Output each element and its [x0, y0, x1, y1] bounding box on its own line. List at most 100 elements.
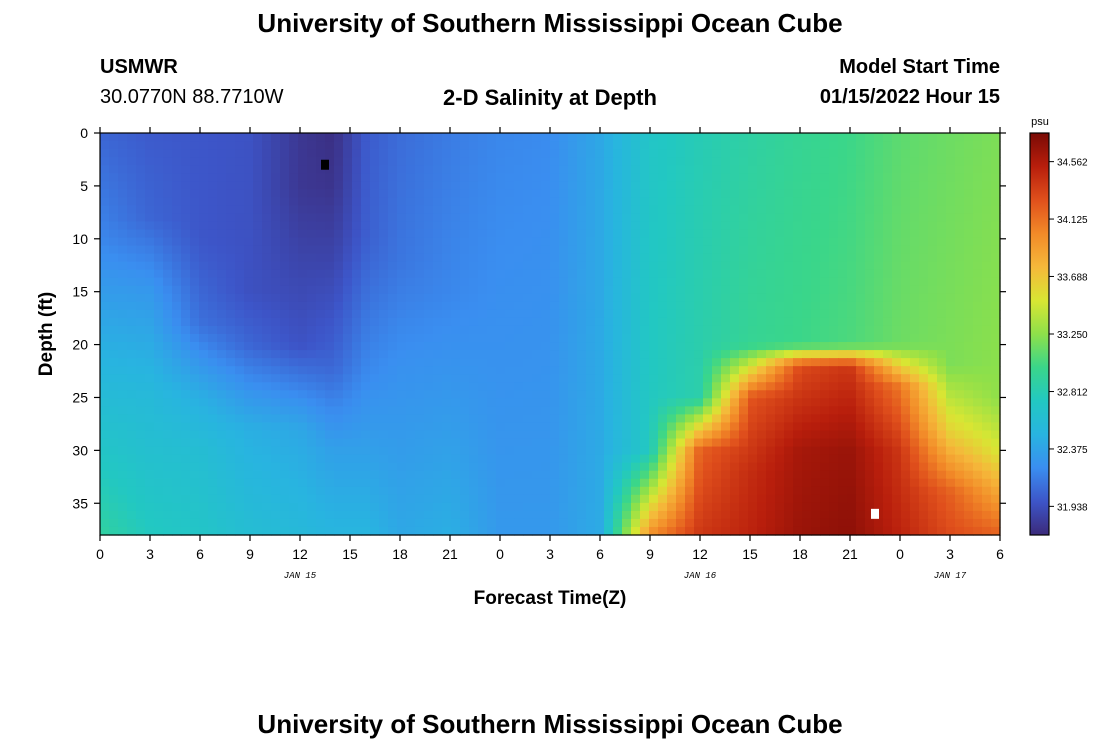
heatmap-cell: [172, 237, 182, 247]
heatmap-cell: [199, 422, 209, 432]
heatmap-cell: [676, 486, 686, 496]
heatmap-cell: [865, 181, 875, 190]
heatmap-cell: [496, 293, 506, 303]
heatmap-cell: [460, 454, 470, 464]
heatmap-cell: [127, 189, 137, 198]
heatmap-cell: [469, 293, 479, 303]
heatmap-cell: [154, 350, 164, 359]
heatmap-cell: [550, 358, 560, 367]
heatmap-cell: [478, 438, 488, 448]
heatmap-cell: [181, 181, 191, 190]
heatmap-cell: [352, 350, 362, 359]
heatmap-cell: [370, 213, 380, 223]
heatmap-cell: [442, 398, 452, 407]
heatmap-cell: [118, 237, 128, 247]
heatmap-cell: [820, 309, 830, 319]
heatmap-cell: [559, 406, 569, 415]
heatmap-cell: [856, 253, 866, 263]
heatmap-cell: [712, 229, 722, 239]
heatmap-cell: [559, 293, 569, 303]
heatmap-cell: [397, 173, 407, 182]
heatmap-cell: [253, 358, 263, 367]
heatmap-cell: [289, 229, 299, 239]
heatmap-cell: [280, 342, 290, 351]
heatmap-cell: [793, 422, 803, 432]
heatmap-cell: [631, 317, 641, 327]
heatmap-cell: [892, 366, 902, 375]
heatmap-cell: [289, 133, 299, 142]
heatmap-cell: [739, 237, 749, 247]
heatmap-cell: [559, 454, 569, 464]
heatmap-cell: [946, 285, 956, 295]
heatmap-cell: [127, 253, 137, 263]
heatmap-cell: [685, 350, 695, 359]
heatmap-cell: [757, 309, 767, 319]
heatmap-cell: [379, 205, 389, 214]
heatmap-cell: [550, 366, 560, 375]
heatmap-cell: [991, 189, 1001, 198]
heatmap-cell: [874, 414, 884, 424]
heatmap-cell: [325, 510, 335, 520]
heatmap-cell: [631, 422, 641, 432]
heatmap-cell: [307, 261, 317, 271]
heatmap-cell: [181, 165, 191, 174]
heatmap-cell: [604, 502, 614, 512]
heatmap-cell: [658, 205, 668, 214]
heatmap-cell: [100, 470, 110, 480]
heatmap-cell: [559, 141, 569, 150]
heatmap-cell: [244, 285, 254, 295]
heatmap-cell: [280, 277, 290, 287]
heatmap-cell: [784, 261, 794, 271]
heatmap-cell: [100, 438, 110, 448]
heatmap-cell: [577, 518, 587, 528]
heatmap-cell: [244, 494, 254, 504]
heatmap-cell: [172, 229, 182, 239]
heatmap-cell: [847, 358, 857, 367]
heatmap-cell: [910, 213, 920, 223]
heatmap-cell: [370, 237, 380, 247]
heatmap-cell: [559, 430, 569, 440]
heatmap-cell: [271, 269, 281, 279]
heatmap-cell: [982, 149, 992, 158]
heatmap-cell: [136, 141, 146, 150]
heatmap-cell: [127, 261, 137, 271]
heatmap-cell: [127, 494, 137, 504]
heatmap-cell: [586, 141, 596, 150]
heatmap-cell: [361, 325, 371, 335]
heatmap-cell: [658, 181, 668, 190]
heatmap-cell: [235, 245, 245, 255]
heatmap-cell: [676, 462, 686, 472]
heatmap-cell: [190, 181, 200, 190]
heatmap-cell: [586, 197, 596, 206]
heatmap-cell: [280, 350, 290, 359]
heatmap-cell: [253, 502, 263, 512]
heatmap-cell: [370, 454, 380, 464]
heatmap-cell: [145, 334, 155, 343]
heatmap-cell: [181, 390, 191, 399]
heatmap-cell: [838, 446, 848, 456]
heatmap-cell: [685, 277, 695, 287]
heatmap-cell: [712, 173, 722, 182]
heatmap-cell: [685, 245, 695, 255]
heatmap-cell: [901, 486, 911, 496]
heatmap-cell: [595, 438, 605, 448]
heatmap-cell: [847, 350, 857, 359]
heatmap-cell: [172, 197, 182, 206]
heatmap-cell: [199, 486, 209, 496]
chart-subtitle: 2-D Salinity at Depth: [443, 85, 657, 110]
heatmap-cell: [415, 141, 425, 150]
heatmap-cell: [541, 301, 551, 311]
heatmap-cell: [496, 149, 506, 158]
heatmap-cell: [919, 462, 929, 472]
heatmap-cell: [415, 309, 425, 319]
heatmap-cell: [577, 454, 587, 464]
heatmap-cell: [118, 141, 128, 150]
heatmap-cell: [514, 366, 524, 375]
heatmap-cell: [928, 165, 938, 174]
heatmap-cell: [892, 454, 902, 464]
heatmap-cell: [748, 309, 758, 319]
heatmap-cell: [973, 229, 983, 239]
heatmap-cell: [325, 406, 335, 415]
heatmap-cell: [199, 285, 209, 295]
heatmap-cell: [487, 518, 497, 528]
